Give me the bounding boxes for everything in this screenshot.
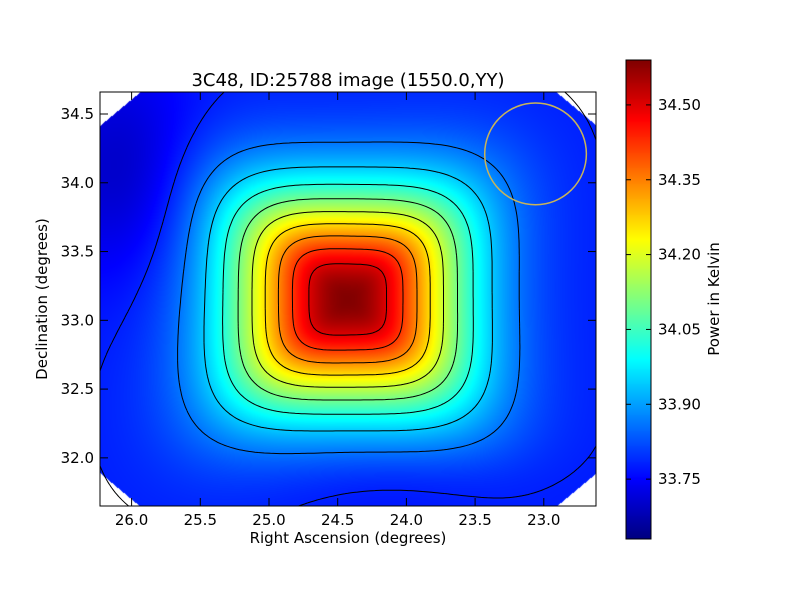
x-tick-label: 25.0 — [252, 511, 285, 529]
colorbar-label: Power in Kelvin — [705, 242, 723, 356]
y-axis-label: Declination (degrees) — [33, 218, 51, 380]
x-tick-label: 26.0 — [115, 511, 148, 529]
colorbar-tick-label: 34.20 — [658, 246, 701, 264]
colorbar-ticks: 33.75 33.90 34.05 34.20 34.35 34.50 — [626, 96, 701, 488]
contour-lines — [100, 92, 596, 506]
chart-title: 3C48, ID:25788 image (1550.0,YY) — [191, 70, 504, 91]
contour-level-5 — [237, 198, 459, 401]
contour-level-2 — [177, 141, 521, 455]
x-tick-label: 23.0 — [527, 511, 560, 529]
contour-level-9 — [291, 248, 404, 351]
colorbar-tick-label: 34.50 — [658, 96, 701, 114]
colorbar-tick-label: 33.75 — [658, 470, 701, 488]
x-tick-label: 24.0 — [390, 511, 423, 529]
y-tick-label: 34.5 — [61, 105, 94, 123]
heatmap-image — [100, 92, 596, 506]
y-tick-label: 34.0 — [61, 174, 94, 192]
colorbar-tick-label: 34.05 — [658, 320, 701, 338]
y-tick-label: 33.0 — [61, 311, 94, 329]
x-axis-ticks: 26.0 25.5 25.0 24.5 24.0 23.5 23.0 — [115, 92, 560, 529]
colorbar-tick-label: 33.90 — [658, 395, 701, 413]
y-axis-ticks: 32.0 32.5 33.0 33.5 34.0 34.5 — [61, 105, 596, 467]
y-tick-label: 32.0 — [61, 449, 94, 467]
colorbar-tick-label: 34.35 — [658, 171, 701, 189]
contour-level-3 — [203, 166, 493, 432]
x-axis-label: Right Ascension (degrees) — [250, 529, 447, 547]
axes-frame — [99, 91, 597, 507]
y-tick-label: 33.5 — [61, 243, 94, 261]
contour-level-1 — [100, 92, 596, 506]
colorbar: 33.75 33.90 34.05 34.20 34.35 34.50 Power in … — [625, 59, 723, 540]
colorbar-gradient — [626, 60, 651, 539]
contour-level-4 — [222, 183, 474, 415]
contour-level-8 — [277, 235, 418, 364]
x-tick-label: 25.5 — [184, 511, 217, 529]
contour-level-10 — [308, 263, 387, 336]
x-tick-label: 24.5 — [321, 511, 354, 529]
contour-level-7 — [264, 223, 431, 376]
contour-level-6 — [251, 211, 444, 388]
beam-circle — [483, 102, 588, 206]
x-tick-label: 23.5 — [458, 511, 491, 529]
heatmap-area — [100, 92, 596, 506]
y-tick-label: 32.5 — [61, 380, 94, 398]
colorbar-frame — [625, 59, 652, 540]
